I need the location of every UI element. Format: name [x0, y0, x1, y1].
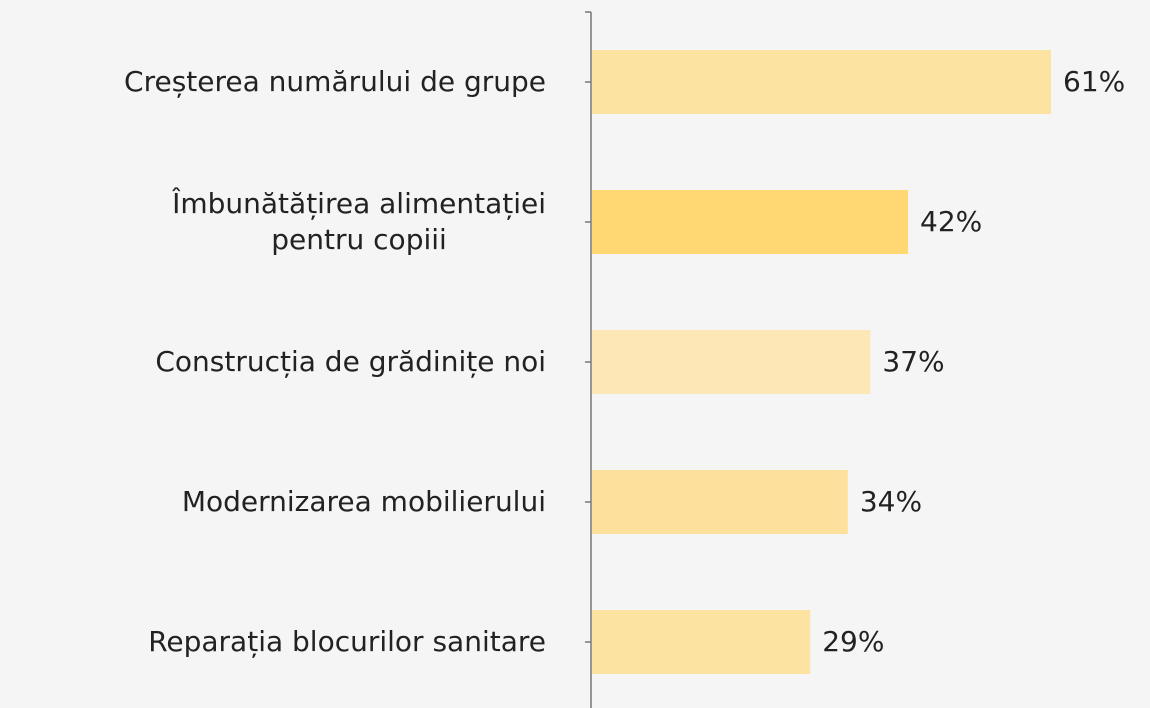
value-label: 37%: [882, 345, 945, 378]
value-label: 61%: [1063, 65, 1126, 98]
category-label: Reparația blocurilor sanitare: [148, 624, 546, 658]
category-label: Creșterea numărului de grupe: [124, 64, 546, 98]
bar: [592, 190, 909, 254]
category: Modernizarea mobilierului: [0, 442, 558, 562]
bar: [592, 610, 811, 674]
category-label: Modernizarea mobilierului: [181, 484, 546, 518]
category-label: Îmbunătățirea alimentației pentru copiii: [172, 186, 546, 256]
category: Creșterea numărului de grupe: [0, 22, 558, 142]
bar: [592, 470, 848, 534]
value-label: 29%: [822, 625, 885, 658]
category: Îmbunătățirea alimentației pentru copiii: [0, 162, 558, 282]
bar: [592, 330, 871, 394]
category: Construcția de grădinițe noi: [0, 302, 558, 422]
value-label: 42%: [920, 205, 983, 238]
category: Reparația blocurilor sanitare: [0, 582, 558, 702]
value-label: 34%: [859, 485, 923, 518]
bar: [592, 50, 1051, 114]
category-label: Construcția de grădinițe noi: [155, 344, 546, 378]
